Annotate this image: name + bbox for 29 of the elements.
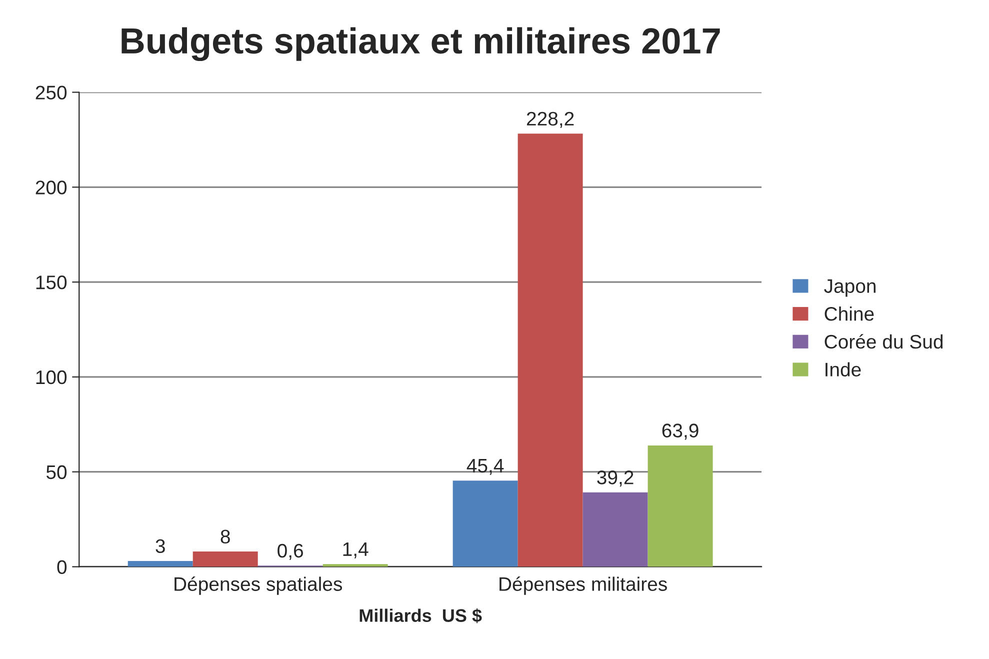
legend-label: Corée du Sud <box>824 334 943 349</box>
x-tick-label: Dépenses spatiales <box>174 576 342 595</box>
bar <box>322 564 388 567</box>
data-label: 1,4 <box>343 542 368 558</box>
y-tick-label: 0 <box>57 560 67 574</box>
chart-title: Budgets spatiaux et militaires 2017 <box>122 27 720 62</box>
x-axis-title: Milliards US $ <box>360 608 482 624</box>
x-tick-label: Dépenses militaires <box>500 576 667 595</box>
y-tick-label: 250 <box>36 86 67 100</box>
data-label: 39,2 <box>597 470 634 487</box>
bar <box>128 561 193 567</box>
data-label: 45,4 <box>466 458 504 475</box>
data-label: 8 <box>220 530 230 544</box>
bar <box>192 552 258 567</box>
y-tick-label: 150 <box>36 276 67 290</box>
data-label: 63,9 <box>662 424 698 440</box>
legend-label: Inde <box>826 362 861 376</box>
legend-label: Japon <box>824 279 876 297</box>
legend-label: Chine <box>824 306 874 321</box>
data-label: 0,6 <box>278 544 304 560</box>
y-tick-label: 50 <box>46 465 67 480</box>
bar <box>452 480 518 567</box>
bar <box>648 445 713 567</box>
bar <box>518 134 583 567</box>
y-tick-label: 100 <box>36 370 67 384</box>
data-label: 3 <box>156 539 165 554</box>
data-label: 228,2 <box>526 112 574 128</box>
bar <box>582 492 648 567</box>
y-tick-label: 200 <box>36 180 67 194</box>
